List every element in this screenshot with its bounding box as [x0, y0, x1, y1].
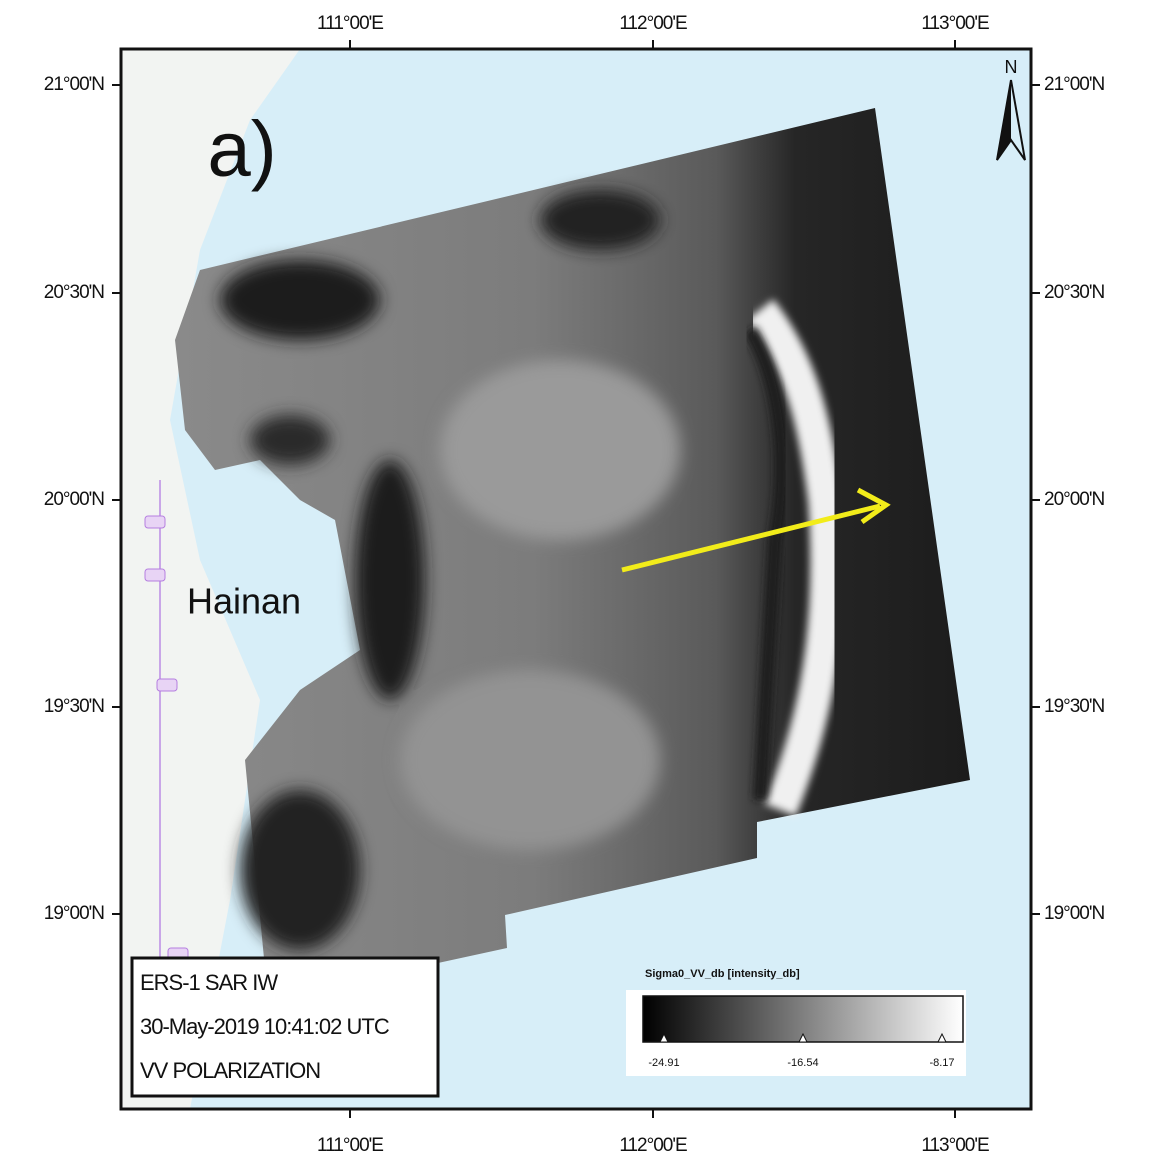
info-line: VV POLARIZATION: [140, 1058, 320, 1083]
colorbar-tick-label: -16.54: [787, 1057, 818, 1069]
latitude-label: 19°30'N: [1044, 696, 1104, 717]
latitude-label: 21°00'N: [44, 74, 104, 95]
latitude-label: 19°00'N: [44, 903, 104, 924]
map-figure: a) Hainan N Sigma0_VV_db [intensity_db] …: [0, 0, 1150, 1164]
longitude-label: 113°00'E: [921, 13, 989, 34]
place-label: Hainan: [187, 581, 301, 622]
colorbar-title: Sigma0_VV_db [intensity_db]: [645, 968, 800, 980]
latitude-label: 20°00'N: [44, 489, 104, 510]
latitude-label: 20°00'N: [1044, 489, 1104, 510]
colorbar-tick-label: -8.17: [929, 1057, 954, 1069]
latitude-label: 20°30'N: [44, 282, 104, 303]
info-line: 30-May-2019 10:41:02 UTC: [140, 1014, 390, 1039]
road-sign: [145, 569, 165, 581]
latitude-label: 20°30'N: [1044, 282, 1104, 303]
latitude-label: 21°00'N: [1044, 74, 1104, 95]
road-sign: [157, 679, 177, 691]
longitude-label: 111°00'E: [317, 1135, 383, 1156]
info-line: ERS-1 SAR IW: [140, 970, 278, 995]
north-label: N: [1005, 57, 1018, 77]
road-sign: [145, 516, 165, 528]
panel-label: a): [207, 105, 276, 193]
longitude-label: 113°00'E: [921, 1135, 989, 1156]
longitude-label: 112°00'E: [619, 13, 687, 34]
colorbar-tick-label: -24.91: [648, 1057, 679, 1069]
latitude-label: 19°30'N: [44, 696, 104, 717]
latitude-label: 19°00'N: [1044, 903, 1104, 924]
longitude-label: 112°00'E: [619, 1135, 687, 1156]
longitude-label: 111°00'E: [317, 13, 383, 34]
